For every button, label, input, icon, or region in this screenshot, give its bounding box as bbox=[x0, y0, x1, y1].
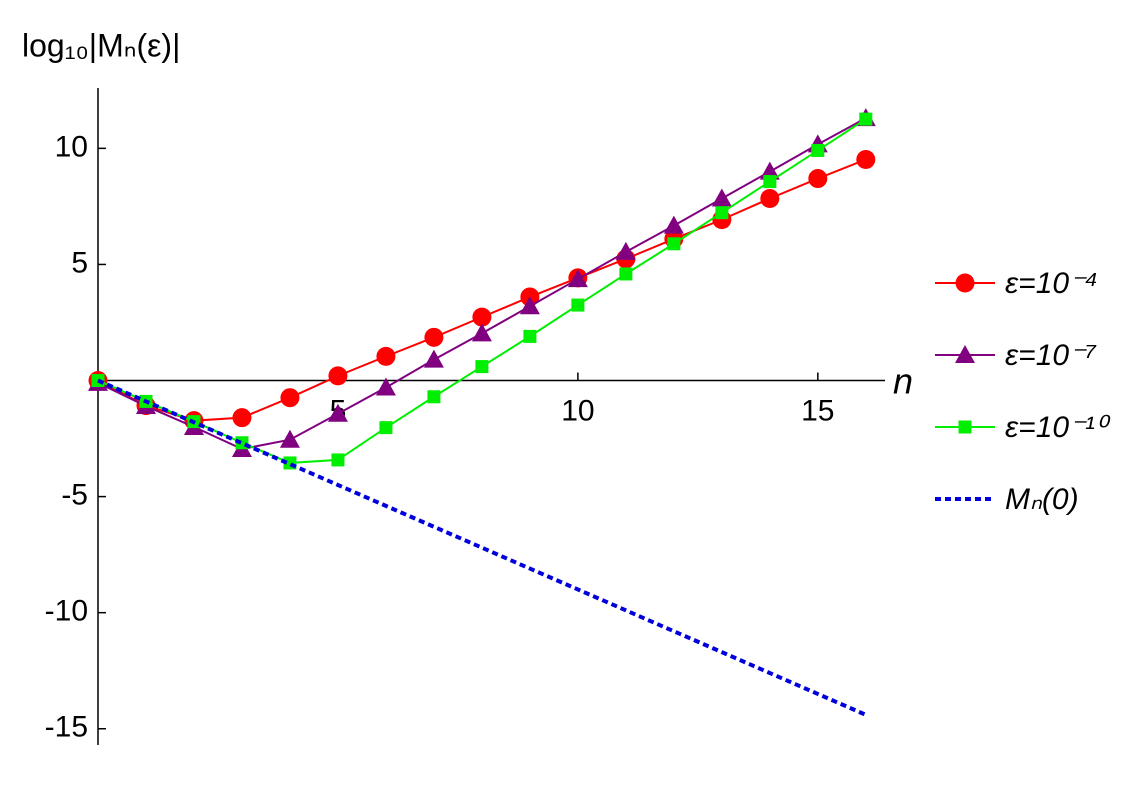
series-line bbox=[97, 158, 867, 422]
legend-marker bbox=[955, 345, 975, 363]
marker bbox=[715, 206, 729, 220]
marker bbox=[519, 296, 540, 315]
marker bbox=[423, 349, 444, 368]
marker bbox=[667, 237, 681, 251]
marker bbox=[471, 323, 492, 342]
series-line bbox=[97, 118, 867, 464]
marker bbox=[663, 215, 684, 234]
y-tick-label: -5 bbox=[61, 479, 88, 512]
legend-label: ε=10⁻¹⁰ bbox=[1005, 411, 1111, 444]
marker bbox=[567, 269, 588, 288]
marker bbox=[331, 453, 345, 467]
marker bbox=[475, 360, 489, 374]
marker bbox=[327, 403, 348, 422]
marker bbox=[615, 241, 636, 260]
marker bbox=[763, 175, 777, 189]
y-tick-label: 5 bbox=[71, 246, 88, 279]
legend-label: Mₙ(0) bbox=[1005, 483, 1079, 516]
legend-marker bbox=[958, 420, 972, 434]
marker bbox=[808, 169, 828, 189]
legend-label: ε=10⁻⁷ bbox=[1005, 339, 1097, 372]
marker bbox=[232, 408, 252, 428]
marker bbox=[859, 112, 873, 126]
marker bbox=[379, 421, 393, 435]
y-tick-label: 10 bbox=[55, 130, 88, 163]
marker bbox=[811, 143, 825, 157]
marker bbox=[424, 327, 444, 347]
marker bbox=[856, 150, 876, 170]
marker bbox=[472, 307, 492, 327]
y-tick-label: -15 bbox=[45, 711, 88, 744]
x-axis-label: n bbox=[893, 361, 913, 402]
x-tick-label: 15 bbox=[801, 394, 834, 427]
marker bbox=[279, 429, 300, 448]
series-line bbox=[97, 378, 867, 717]
marker bbox=[376, 346, 396, 366]
legend-marker bbox=[955, 273, 975, 293]
marker bbox=[328, 366, 348, 386]
x-tick-label: 10 bbox=[561, 394, 594, 427]
marker bbox=[523, 329, 537, 343]
y-axis-label: log₁₀|Mₙ(ε)| bbox=[22, 27, 180, 63]
marker bbox=[427, 390, 441, 404]
marker bbox=[571, 298, 585, 312]
legend-label: ε=10⁻⁴ bbox=[1005, 267, 1098, 300]
y-tick-label: -10 bbox=[45, 595, 88, 628]
marker bbox=[375, 377, 396, 396]
marker bbox=[619, 267, 633, 281]
marker bbox=[711, 188, 732, 207]
marker bbox=[280, 388, 300, 408]
marker bbox=[760, 189, 780, 209]
series-line bbox=[97, 117, 867, 451]
